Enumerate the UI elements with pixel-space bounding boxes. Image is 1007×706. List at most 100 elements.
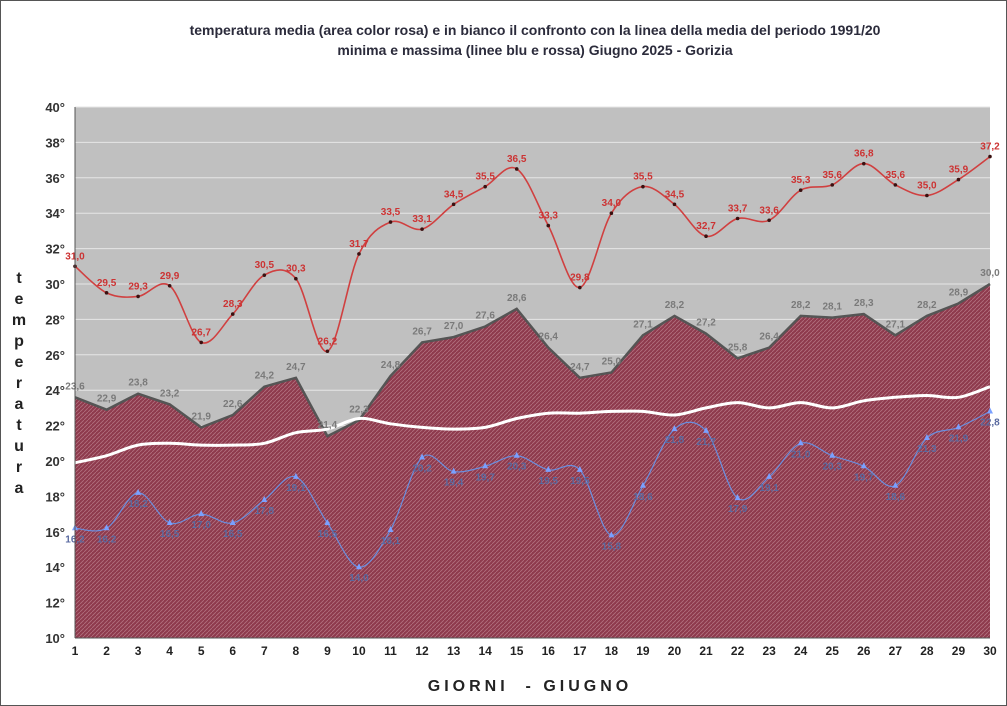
x-tick-label: 25 [826, 644, 840, 658]
min-data-label: 16,5 [318, 529, 338, 540]
x-tick-label: 11 [384, 644, 397, 658]
x-tick-label: 18 [605, 644, 619, 658]
min-data-label: 16,5 [223, 529, 243, 540]
min-point [450, 467, 457, 474]
max-point [641, 184, 645, 189]
min-point [608, 531, 615, 538]
max-data-label: 29,8 [570, 273, 590, 284]
mean-data-label: 27,6 [475, 310, 495, 321]
max-data-label: 29,9 [160, 271, 180, 282]
min-data-label: 15,8 [602, 541, 622, 552]
mean-data-label: 28,6 [507, 293, 527, 304]
max-data-label: 35,3 [791, 175, 811, 186]
min-point [987, 407, 993, 414]
min-data-label: 17,8 [255, 506, 275, 517]
x-tick-label: 3 [135, 644, 142, 658]
y-axis-label-letter: r [15, 375, 23, 392]
min-point [229, 518, 236, 525]
mean-data-label: 28,9 [949, 287, 969, 298]
min-point [292, 472, 299, 479]
min-point [419, 453, 426, 460]
x-tick-label: 20 [668, 644, 682, 658]
max-data-label: 33,7 [728, 204, 748, 215]
min-data-label: 20,3 [507, 462, 527, 473]
max-data-label: 31,7 [349, 239, 369, 250]
mean-data-label: 27,2 [696, 318, 716, 329]
y-tick-label: 22° [45, 419, 65, 434]
max-point [294, 276, 298, 281]
max-point [956, 177, 961, 182]
x-tick-label: 21 [699, 644, 713, 658]
min-point [355, 563, 362, 570]
max-data-label: 36,8 [854, 149, 874, 160]
y-axis-label-letter: u [14, 438, 24, 455]
mean-data-label: 22,9 [97, 394, 117, 405]
max-data-label: 26,7 [191, 327, 211, 338]
max-point [767, 218, 771, 223]
mean-data-label: 28,2 [665, 300, 685, 311]
max-data-label: 37,2 [980, 142, 1000, 153]
x-tick-label: 2 [103, 644, 110, 658]
max-point [325, 349, 330, 354]
mean-data-label: 26,4 [759, 332, 779, 343]
min-data-label: 21,9 [949, 433, 969, 444]
max-point [861, 161, 866, 166]
y-tick-label: 16° [45, 525, 65, 540]
max-point [388, 220, 393, 224]
max-point [704, 234, 708, 239]
min-data-label: 19,1 [286, 483, 306, 494]
max-point [514, 167, 519, 171]
y-tick-label: 34° [45, 206, 65, 221]
min-data-label: 21,7 [696, 437, 716, 448]
min-data-label: 19,5 [539, 476, 559, 487]
max-point [262, 273, 267, 277]
normal-1991-2020-line [74, 385, 991, 465]
max-point [167, 283, 172, 288]
max-data-label: 35,6 [823, 170, 843, 181]
mean-data-label: 27,0 [444, 321, 464, 332]
mean-data-label: 21,4 [318, 420, 338, 431]
y-tick-label: 12° [45, 596, 65, 611]
min-data-label: 21,8 [665, 435, 685, 446]
min-data-label: 17,9 [728, 504, 748, 515]
y-tick-label: 36° [45, 171, 65, 186]
min-point [766, 472, 773, 479]
min-data-label: 14,0 [349, 573, 369, 584]
y-axis-label-letter: t [16, 417, 22, 434]
min-point [892, 481, 899, 488]
max-data-label: 33,6 [759, 205, 779, 216]
min-data-label: 22,8 [980, 417, 1000, 428]
y-axis-label-letter: t [16, 270, 22, 287]
min-data-label: 16,5 [160, 529, 180, 540]
y-tick-label: 30° [45, 277, 65, 292]
min-point [671, 425, 678, 432]
mean-line [74, 282, 991, 438]
min-data-label: 20,3 [823, 462, 843, 473]
chart-title-line1: temperatura media (area color rosa) e in… [189, 22, 881, 38]
y-tick-label: 14° [45, 560, 65, 575]
y-axis-label-letter: r [15, 459, 23, 476]
mean-data-label: 28,3 [854, 298, 874, 309]
mean-data-label: 28,2 [791, 300, 811, 311]
min-data-label: 19,7 [854, 472, 874, 483]
max-data-label: 33,1 [412, 214, 432, 225]
max-data-label: 34,5 [665, 189, 685, 200]
mean-data-label: 27,1 [633, 319, 653, 330]
min-point [387, 526, 394, 533]
y-tick-label: 26° [45, 348, 65, 363]
y-tick-label: 18° [45, 489, 65, 504]
mean-area [75, 284, 990, 638]
x-tick-label: 27 [889, 644, 903, 658]
min-data-label: 18,6 [886, 492, 906, 503]
mean-data-label: 22,6 [223, 399, 243, 410]
mean-data-label: 26,7 [412, 326, 432, 337]
min-point [261, 495, 268, 502]
mean-data-label: 24,2 [255, 371, 275, 382]
x-tick-label: 6 [229, 644, 236, 658]
min-data-label: 19,4 [444, 478, 464, 489]
max-point [578, 285, 582, 290]
min-point [860, 462, 867, 469]
min-point [513, 451, 520, 458]
min-data-label: 21,3 [917, 444, 937, 455]
max-data-label: 36,5 [507, 154, 527, 165]
